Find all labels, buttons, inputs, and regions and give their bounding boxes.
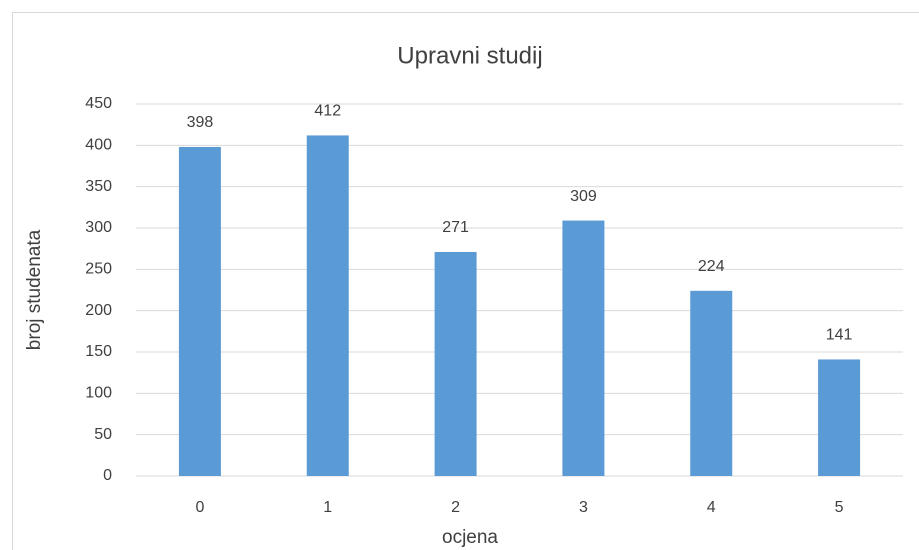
y-tick-label: 250 bbox=[85, 261, 112, 278]
bar bbox=[562, 220, 605, 476]
y-tick-label: 300 bbox=[85, 219, 112, 236]
y-tick-label: 0 bbox=[103, 467, 112, 484]
data-label: 398 bbox=[187, 114, 214, 131]
x-tick-label: 4 bbox=[707, 499, 716, 516]
y-tick-label: 350 bbox=[85, 178, 112, 195]
bar bbox=[690, 290, 733, 476]
bar bbox=[434, 251, 477, 476]
data-label: 412 bbox=[314, 103, 341, 120]
data-label: 271 bbox=[442, 219, 469, 236]
y-tick-label: 450 bbox=[85, 95, 112, 112]
bar bbox=[306, 135, 349, 476]
x-tick-label: 0 bbox=[195, 499, 204, 516]
data-label: 309 bbox=[570, 188, 597, 205]
x-tick-label: 1 bbox=[323, 499, 332, 516]
data-label: 224 bbox=[698, 258, 725, 275]
y-tick-label: 50 bbox=[94, 426, 112, 443]
x-tick-label: 2 bbox=[451, 499, 460, 516]
y-tick-label: 150 bbox=[85, 343, 112, 360]
y-tick-label: 200 bbox=[85, 302, 112, 319]
x-axis-label: ocjena bbox=[442, 527, 498, 548]
x-tick-label: 3 bbox=[579, 499, 588, 516]
y-axis-label: broj studenata bbox=[24, 229, 45, 350]
bar bbox=[818, 359, 861, 476]
y-tick-label: 400 bbox=[85, 137, 112, 154]
x-tick-label: 5 bbox=[835, 499, 844, 516]
data-label: 141 bbox=[826, 327, 853, 344]
chart-title: Upravni studij bbox=[397, 42, 542, 69]
y-tick-label: 100 bbox=[85, 385, 112, 402]
bar bbox=[178, 146, 221, 476]
